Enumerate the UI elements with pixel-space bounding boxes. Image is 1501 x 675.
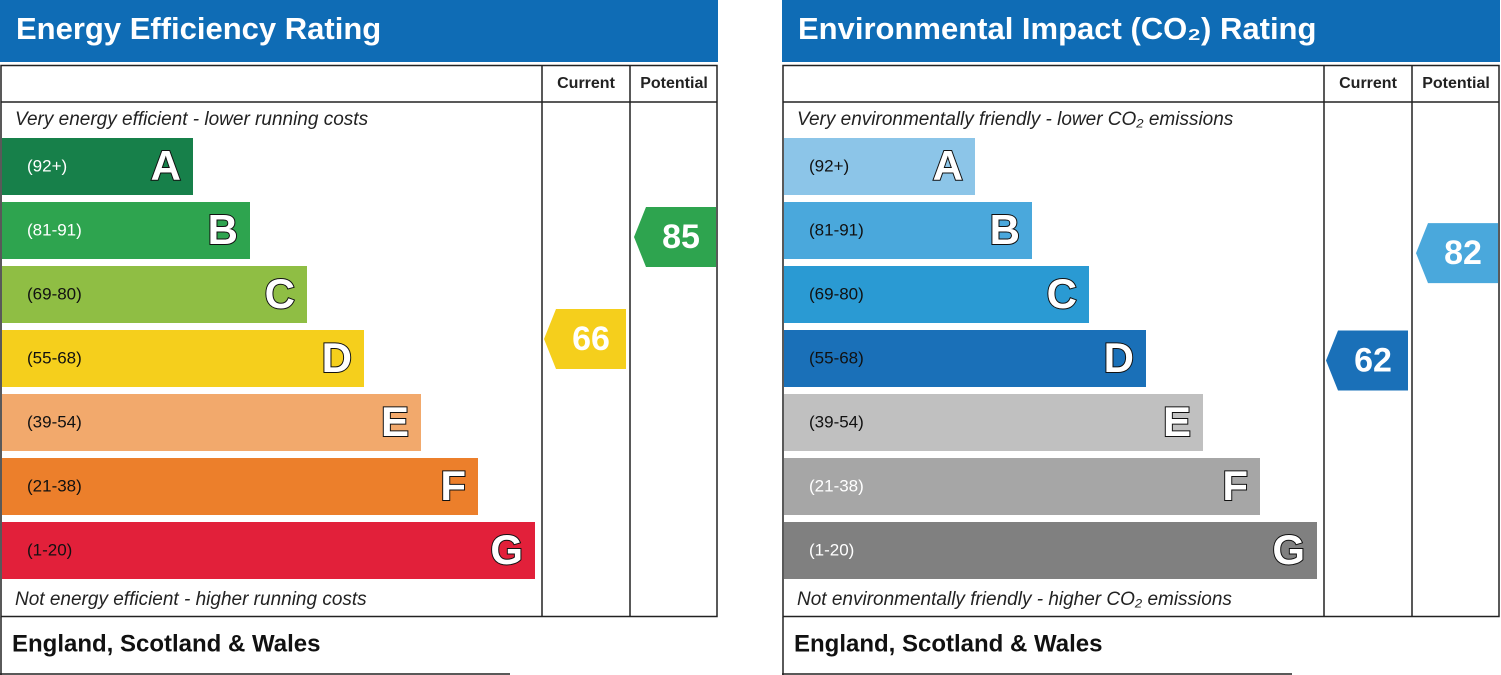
rating-value: 82 <box>1444 234 1482 272</box>
band-letter: E <box>1163 398 1191 445</box>
title-bar <box>0 0 718 62</box>
band-bar <box>2 202 250 259</box>
band-bar <box>2 138 193 195</box>
footer: England, Scotland & Wales <box>794 630 1102 657</box>
band-range: (21-38) <box>27 476 82 495</box>
band-letter: A <box>933 142 963 189</box>
band-range: (39-54) <box>27 412 82 431</box>
band-bar <box>784 202 1032 259</box>
band-range: (81-91) <box>27 220 82 239</box>
header-potential: Potential <box>640 75 708 92</box>
rating-arrow <box>544 309 626 370</box>
band-letter: B <box>208 206 238 253</box>
header-current: Current <box>557 75 615 92</box>
title-bar <box>782 0 1500 62</box>
frame <box>782 64 1500 618</box>
band-bar <box>784 394 1203 451</box>
footer: England, Scotland & Wales <box>12 630 320 657</box>
rating-arrow <box>1326 330 1408 391</box>
bottom-note: Not energy efficient - higher running co… <box>15 589 367 610</box>
rating-value: 66 <box>572 320 610 358</box>
band-range: (92+) <box>809 156 849 175</box>
band-letter: C <box>265 270 295 317</box>
band-bar <box>784 330 1146 387</box>
header-potential: Potential <box>1422 75 1490 92</box>
rating-panel: Energy Efficiency Rating Current Potential… <box>0 0 718 675</box>
band-range: (69-80) <box>809 284 864 303</box>
band-bar <box>2 394 421 451</box>
band-range: (39-54) <box>809 412 864 431</box>
panel-title: Environmental Impact (CO₂) Rating <box>798 11 1316 46</box>
bottom-note: Not environmentally friendly - higher CO… <box>797 589 1232 610</box>
rating-value: 85 <box>662 218 700 256</box>
band-range: (21-38) <box>809 476 864 495</box>
band-range: (81-91) <box>809 220 864 239</box>
rating-arrow <box>634 207 716 267</box>
band-letter: G <box>490 526 523 573</box>
band-bar <box>784 266 1089 323</box>
band-range: (69-80) <box>27 284 82 303</box>
header-current: Current <box>1339 75 1397 92</box>
band-bar <box>2 522 535 579</box>
band-letter: D <box>322 334 352 381</box>
band-letter: E <box>381 398 409 445</box>
top-note: Very energy efficient - lower running co… <box>15 109 369 130</box>
band-bar <box>784 522 1317 579</box>
band-range: (92+) <box>27 156 67 175</box>
band-letter: C <box>1047 270 1077 317</box>
band-range: (1-20) <box>809 540 854 559</box>
band-range: (55-68) <box>809 348 864 367</box>
rating-value: 62 <box>1354 341 1392 379</box>
band-bar <box>2 330 364 387</box>
band-letter: G <box>1272 526 1305 573</box>
band-bar <box>2 266 307 323</box>
band-letter: D <box>1104 334 1134 381</box>
band-letter: F <box>440 462 466 509</box>
band-letter: A <box>151 142 181 189</box>
band-bar <box>784 138 975 195</box>
band-range: (1-20) <box>27 540 72 559</box>
band-range: (55-68) <box>27 348 82 367</box>
band-letter: F <box>1222 462 1248 509</box>
band-bar <box>2 458 478 515</box>
band-bar <box>784 458 1260 515</box>
band-letter: B <box>990 206 1020 253</box>
rating-panel: Environmental Impact (CO₂) Rating Current… <box>782 0 1500 675</box>
frame <box>0 64 718 618</box>
rating-arrow <box>1416 223 1498 284</box>
top-note: Very environmentally friendly - lower CO… <box>797 109 1234 130</box>
panel-title: Energy Efficiency Rating <box>16 11 381 46</box>
